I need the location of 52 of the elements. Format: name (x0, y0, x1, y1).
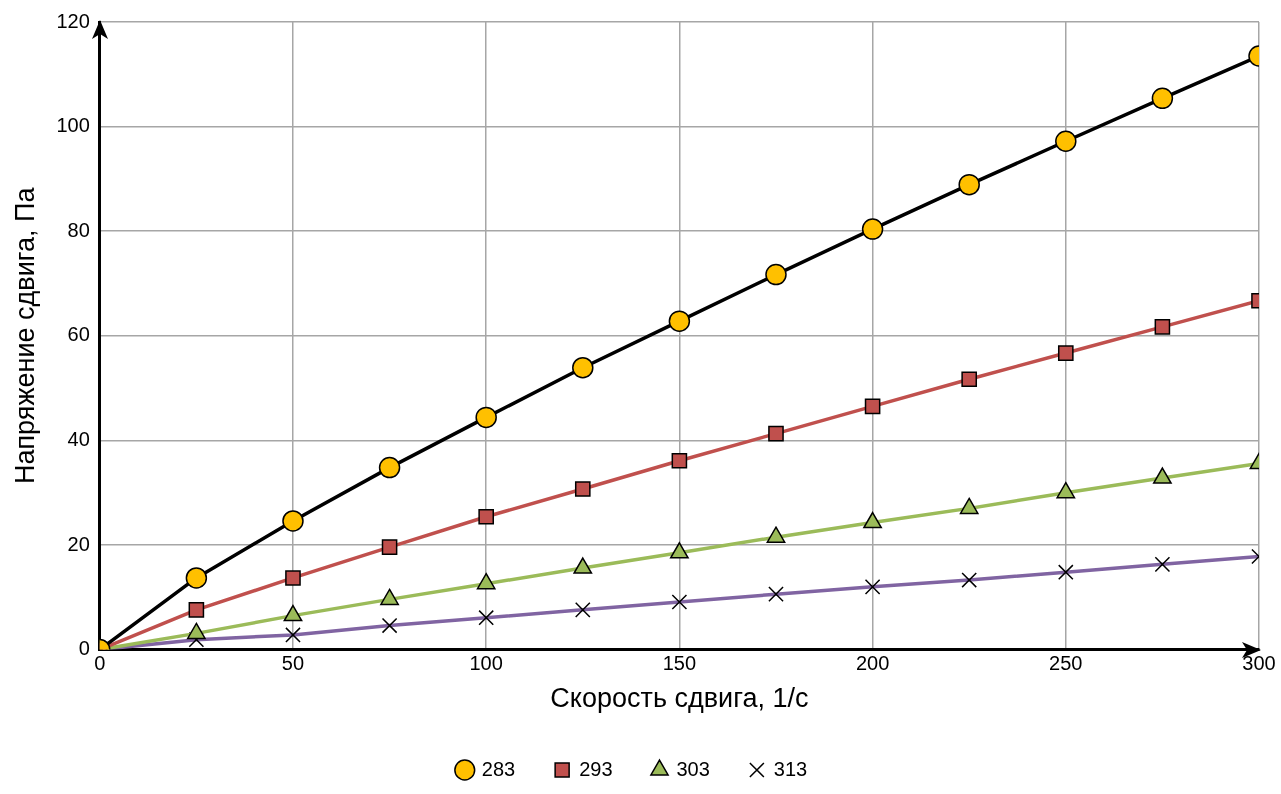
point (478, 508, 494, 525)
x-tick-label: 100 (469, 652, 503, 675)
point (1154, 319, 1171, 335)
point (572, 356, 594, 379)
point (961, 371, 978, 388)
point (285, 627, 301, 643)
x-tick-label: 200 (855, 652, 890, 675)
y-tick-label: 20 (67, 532, 90, 555)
y-tick-label: 0 (78, 637, 90, 660)
x-tick-label: 0 (94, 652, 106, 675)
point (864, 579, 881, 595)
point (671, 452, 688, 469)
x-tick-label: 50 (281, 652, 305, 675)
point (671, 594, 688, 610)
point (478, 609, 494, 626)
y-tick-label: 40 (67, 427, 90, 450)
y-tick-label: 80 (67, 218, 90, 241)
legend-label: 283 (481, 757, 516, 780)
point (768, 586, 784, 602)
point (864, 398, 881, 415)
point (1055, 130, 1077, 152)
point (1057, 345, 1074, 361)
y-tick-label: 100 (56, 114, 90, 137)
point (381, 617, 398, 634)
point (285, 570, 301, 586)
point (1154, 556, 1171, 573)
y-axis-title: Напряжение сдвига, Па (9, 186, 40, 485)
point (961, 572, 978, 588)
x-tick-label: 150 (662, 652, 697, 675)
point (668, 310, 691, 332)
x-axis-title: Скорость сдвига, 1/с (550, 683, 809, 714)
point (378, 456, 401, 479)
legend-label: 313 (773, 757, 808, 780)
point (188, 602, 205, 618)
point (475, 406, 497, 429)
point (185, 567, 208, 589)
point (765, 263, 787, 286)
x-tick-label: 300 (1242, 652, 1276, 675)
x-tick-label: 250 (1049, 652, 1083, 675)
point (282, 510, 304, 532)
legend-label: 293 (579, 757, 613, 780)
point (1151, 87, 1174, 110)
y-tick-label: 120 (56, 9, 90, 32)
y-tick-label: 60 (67, 323, 90, 346)
point (861, 218, 884, 240)
point (768, 425, 784, 442)
point (958, 173, 980, 196)
point (574, 481, 591, 497)
point (1057, 564, 1074, 581)
point (381, 539, 398, 555)
point (574, 602, 591, 618)
legend-label: 303 (676, 757, 710, 780)
